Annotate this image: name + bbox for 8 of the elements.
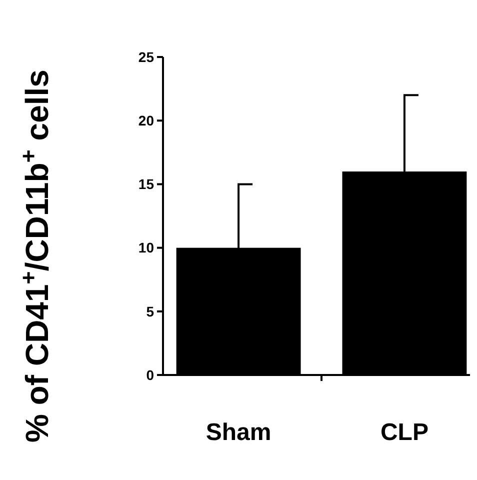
x-tick-label: Sham <box>206 419 272 446</box>
x-tick-label: CLP <box>380 419 428 446</box>
y-tick-label: 20 <box>138 112 154 128</box>
y-tick-label: 25 <box>138 48 154 65</box>
y-tick-label: 10 <box>138 240 154 256</box>
y-tick-label: 0 <box>146 366 154 383</box>
y-tick-label: 5 <box>146 303 154 320</box>
y-tick-label: 15 <box>138 176 154 192</box>
